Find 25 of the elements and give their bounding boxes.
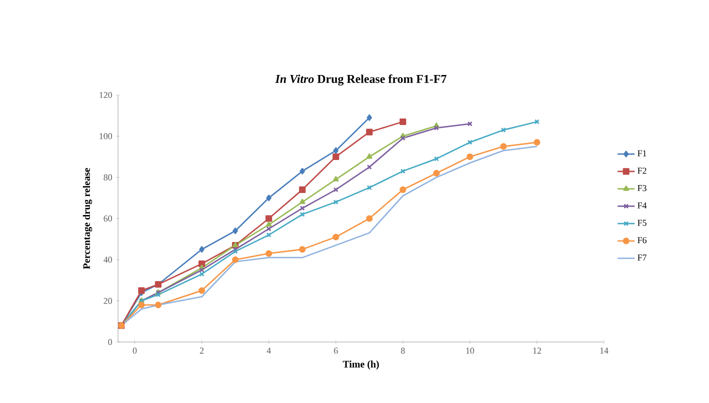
x-axis-title: Time (h)	[342, 360, 379, 370]
legend-label: F5	[638, 220, 646, 226]
y-tick-label: 80	[104, 174, 112, 180]
x-tick-label: 8	[401, 348, 405, 354]
x-tick-label: 10	[466, 348, 474, 354]
legend-label: F6	[638, 237, 647, 244]
legend-label: F4	[638, 202, 647, 208]
y-tick-label: 120	[100, 92, 112, 98]
x-tick-label: 6	[334, 348, 338, 354]
y-tick-label: 0	[108, 338, 112, 346]
legend-label: F7	[638, 254, 647, 260]
chart-title: In Vitro Drug Release from F1-F7	[275, 74, 446, 86]
x-tick-label: 4	[266, 348, 271, 354]
y-tick-label: 20	[104, 298, 112, 304]
x-tick-label: 14	[600, 348, 608, 354]
y-axis-title: Percentage drug release	[82, 168, 92, 270]
y-tick-label: 60	[104, 215, 112, 222]
x-tick-label: 0	[132, 348, 137, 354]
y-tick-label: 40	[104, 256, 112, 263]
x-tick-label: 12	[533, 348, 541, 354]
legend-label: F2	[638, 168, 646, 174]
x-tick-label: 2	[200, 348, 204, 354]
legend-label: F1	[638, 150, 646, 156]
y-tick-label: 100	[100, 133, 112, 140]
legend-label: F3	[638, 185, 646, 192]
